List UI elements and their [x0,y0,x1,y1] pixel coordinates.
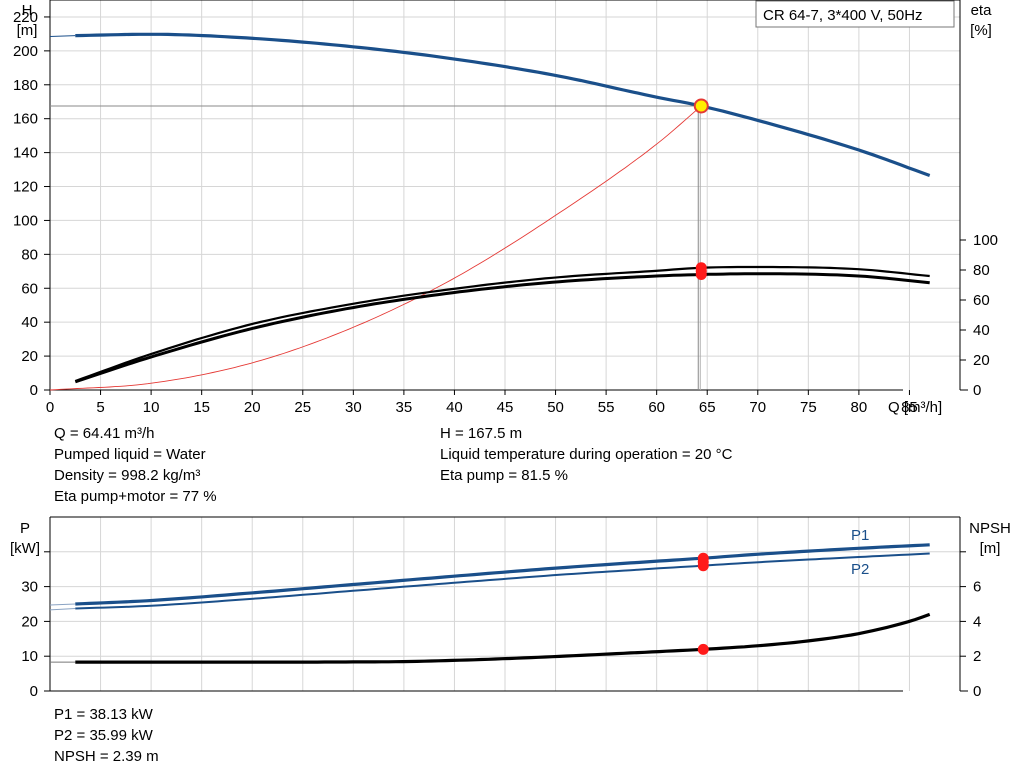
y2-tick-label: 0 [973,683,981,700]
p2-curve [75,552,930,610]
info-eta-total: Eta pump+motor = 77 % [54,488,217,505]
info-p2: P2 = 35.99 kW [54,727,153,744]
x-tick-label: 50 [547,399,564,416]
y-tick-label: 20 [21,613,38,630]
y-tick-label: 0 [30,382,38,399]
info-p1: P1 = 38.13 kW [54,706,153,723]
info-temperature: Liquid temperature during operation = 20… [440,446,733,463]
y-tick-label: 20 [21,348,38,365]
title-box [755,0,955,28]
eta-total-curve [74,272,930,384]
p1-curve [75,543,930,606]
y-tick-label: 220 [13,9,38,26]
info-left-top: Q = 64.41 m³/h Pumped liquid = Water Den… [54,423,217,507]
bottom-chart: 0 10 20 30 0 2 4 6 P [kW] NPSH [m] P1 P2 [10,516,1011,700]
info-h: H = 167.5 m [440,425,523,442]
y-tick-label: 100 [13,212,38,229]
info-liquid: Pumped liquid = Water [54,446,206,463]
y2-tick-label: 4 [973,613,981,630]
y2-axis-label: NPSH [969,520,1011,537]
y2-axis-unit: [%] [970,22,992,39]
head-curve [75,32,931,178]
y-tick-label: 0 [30,683,38,700]
x-tick-label: 20 [244,399,261,416]
chart-title: CR 64-7, 3*400 V, 50Hz [763,7,923,24]
y-tick-label: 30 [21,579,38,596]
npsh-curve [75,612,931,664]
y-tick-label: 140 [13,145,38,162]
eta-pump-curve [74,265,930,383]
x-tick-label: 55 [598,399,615,416]
y-axis-unit: [kW] [10,540,40,557]
x-tick-label: 0 [46,399,54,416]
y-tick-label: 80 [21,246,38,263]
p2-series-label: P2 [851,561,869,578]
info-right-top: H = 167.5 m Liquid temperature during op… [440,423,732,486]
y-tick-label: 10 [21,648,38,665]
y2-tick-label: 6 [973,579,981,596]
p1-series-label: P1 [851,527,869,544]
curve-stub [49,608,76,611]
x-tick-label: 45 [497,399,514,416]
y2-axis-unit: [m] [980,540,1001,557]
x-tick-label: 70 [749,399,766,416]
x-tick-label: 10 [143,399,160,416]
x-tick-label: 5 [96,399,104,416]
eta-mid-marker [695,265,707,277]
y2-tick-label: 80 [973,262,990,279]
x-tick-label: 85 [901,399,918,416]
y2-tick-label: 100 [973,232,998,249]
y2-tick-label: 60 [973,292,990,309]
info-density: Density = 998.2 kg/m³ [54,467,201,484]
y2-tick-label: 2 [973,648,981,665]
info-bottom: P1 = 38.13 kW P2 = 35.99 kW NPSH = 2.39 … [54,704,159,767]
y-tick-label: 40 [21,314,38,331]
top-chart: 0 5 10 15 20 25 30 35 40 45 50 55 60 65 70 75 80 85 0 20 40 6… [13,0,998,416]
y-tick-label: 180 [13,77,38,94]
x-tick-label: 65 [699,399,716,416]
y2-axis-label: eta [971,2,993,19]
x-tick-label: 25 [294,399,311,416]
y2-tick-label: 20 [973,352,990,369]
x-tick-label: 75 [800,399,817,416]
duty-point-marker [693,98,709,114]
y-tick-label: 160 [13,111,38,128]
y-tick-label: 60 [21,280,38,297]
info-q: Q = 64.41 m³/h [54,425,155,442]
y-axis-unit: [m] [17,22,38,39]
x-axis-label: Q [m³/h] [888,399,942,416]
system-curve [49,105,702,391]
x-tick-label: 35 [396,399,413,416]
y-axis-label: P [20,520,30,537]
x-tick-label: 30 [345,399,362,416]
y2-tick-label: 0 [973,382,981,399]
head-curve-stub [49,35,76,37]
x-tick-label: 40 [446,399,463,416]
info-eta-pump: Eta pump = 81.5 % [440,467,568,484]
x-tick-label: 80 [851,399,868,416]
x-tick-label: 60 [648,399,665,416]
curve-stub [49,603,76,606]
p-mid-marker [697,556,709,568]
npsh-marker [697,643,709,655]
info-npsh: NPSH = 2.39 m [54,748,159,765]
y2-tick-label: 40 [973,322,990,339]
y-tick-label: 120 [13,179,38,196]
x-tick-label: 15 [193,399,210,416]
y-tick-label: 200 [13,43,38,60]
y-axis-label: H [22,2,33,19]
